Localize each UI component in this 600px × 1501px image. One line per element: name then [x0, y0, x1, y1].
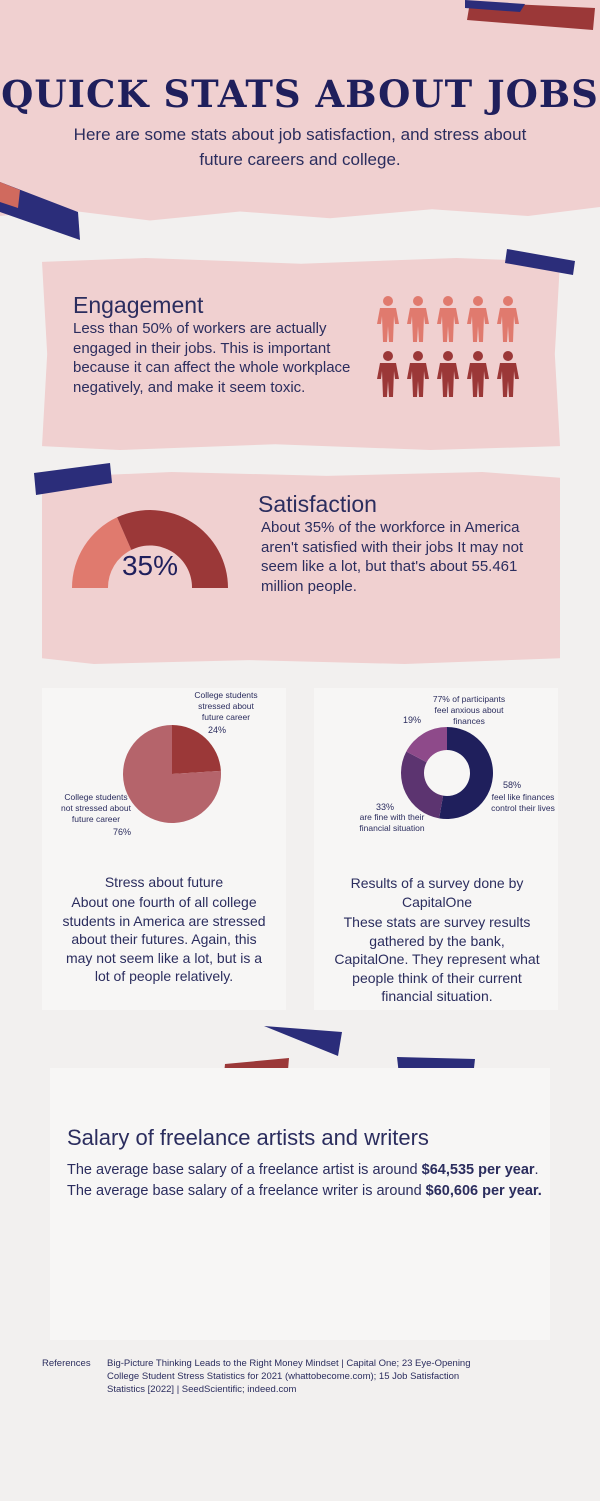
people-pictograph [377, 296, 519, 397]
salary-artist-amount: $64,535 per year [421, 1162, 535, 1178]
washi-tape-engagement [505, 249, 575, 275]
gauge-segment-light [72, 517, 132, 588]
washi-tape-left [0, 182, 80, 240]
survey-text: These stats are survey results gathered … [334, 914, 540, 1004]
person-icon [377, 351, 399, 397]
person-icon [437, 296, 459, 342]
pie-slice [401, 751, 444, 819]
satisfaction-text: About 35% of the workforce in America ar… [261, 519, 524, 595]
survey-title: Results of a survey done by CapitalOne [350, 875, 524, 910]
stressed-label: College students stressed about future c… [194, 690, 258, 722]
person-icon [497, 351, 519, 397]
salary-text-b: . The average base salary of a freelance… [67, 1162, 539, 1199]
salary-heading: Salary of freelance artists and writers [67, 1125, 429, 1150]
washi-tape-top-right [465, 0, 595, 30]
salary-panel [50, 1068, 550, 1340]
washi-tape-mid [264, 1026, 342, 1056]
pie-slice [439, 727, 493, 819]
not-stressed-pct: 76% [113, 827, 132, 837]
survey-pct-right: 58% [503, 780, 522, 790]
washi-tape-satisfaction [34, 463, 112, 495]
person-icon [407, 351, 429, 397]
salary-writer-amount: $60,606 per year. [425, 1183, 542, 1199]
survey-label-bottom: are fine with their financial situation [359, 812, 425, 833]
person-icon [467, 351, 489, 397]
pie-slice [172, 725, 221, 774]
stressed-pct: 24% [208, 725, 227, 735]
salary-text: The average base salary of a freelance a… [67, 1160, 547, 1202]
pie-slice [123, 725, 221, 823]
person-icon [467, 296, 489, 342]
references-text: Big-Picture Thinking Leads to the Right … [107, 1358, 471, 1395]
person-icon [497, 296, 519, 342]
survey-label-right: feel like finances control their lives [491, 792, 555, 813]
person-icon [437, 351, 459, 397]
references-label: References [42, 1358, 91, 1369]
survey-label-top: 77% of participants feel anxious about f… [432, 694, 506, 726]
survey-pct-top: 19% [403, 715, 422, 725]
satisfaction-heading: Satisfaction [258, 491, 377, 517]
satisfaction-card [42, 472, 560, 664]
page-title: QUICK STATS ABOUT JOBS [1, 72, 599, 116]
engagement-text: Less than 50% of workers are actually en… [73, 320, 351, 396]
pie-slice [406, 727, 447, 763]
gauge-value: 35% [121, 550, 179, 581]
not-stressed-label: College students not stressed about futu… [61, 792, 131, 824]
stress-pie-chart [123, 725, 221, 823]
satisfaction-gauge [72, 510, 228, 588]
salary-text-a: The average base salary of a freelance a… [67, 1162, 422, 1178]
engagement-heading: Engagement [73, 292, 204, 318]
survey-donut-chart [401, 727, 493, 819]
page-subtitle: Here are some stats about job satisfacti… [73, 125, 527, 169]
person-icon [407, 296, 429, 342]
stress-text: About one fourth of all college students… [62, 894, 266, 984]
gauge-segment-dark [117, 510, 228, 588]
person-icon [377, 296, 399, 342]
survey-pct-bottom: 33% [376, 802, 395, 812]
header-band [0, 0, 600, 221]
stress-title: Stress about future [104, 874, 224, 890]
